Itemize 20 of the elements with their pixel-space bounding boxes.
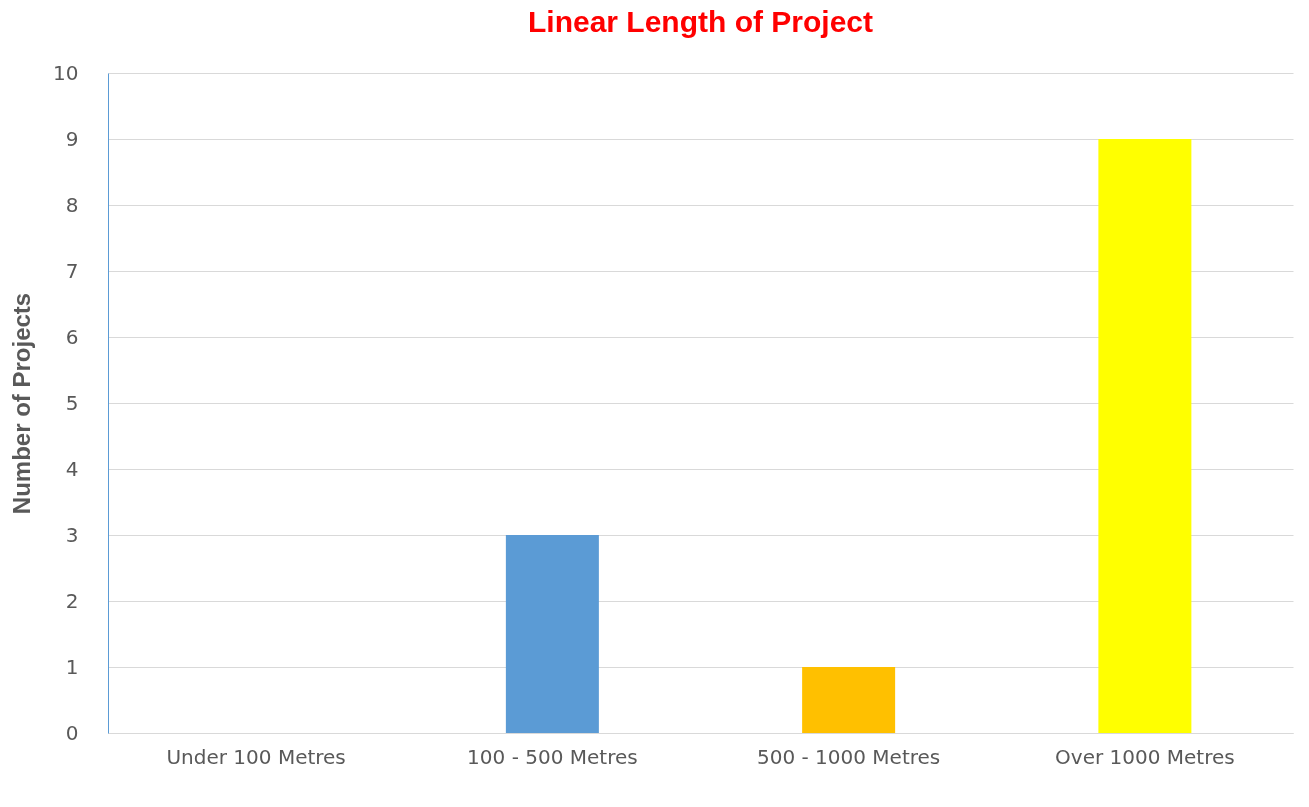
bar [1098,139,1192,733]
y-tick-label: 9 [65,126,79,151]
y-tick-label: 8 [65,192,79,217]
x-tick-label: 100 - 500 Metres [467,744,638,769]
y-tick-label: 10 [53,60,79,85]
bar [802,667,896,733]
y-tick-label: 0 [65,720,79,745]
chart-title: Linear Length of Project [527,5,874,38]
y-tick-label: 4 [65,456,79,481]
y-tick-label: 5 [65,390,79,415]
y-tick-label: 1 [65,654,79,679]
x-tick-label: Under 100 Metres [166,744,346,769]
y-tick-label: 2 [65,588,79,613]
x-tick-label: Over 1000 Metres [1055,744,1235,769]
x-tick-label: 500 - 1000 Metres [756,744,941,769]
y-tick-label: 6 [65,324,79,349]
y-axis-title: Number of Projects [8,292,36,515]
bar [505,535,599,733]
y-tick-label: 3 [65,522,79,547]
y-tick-label: 7 [65,258,79,283]
